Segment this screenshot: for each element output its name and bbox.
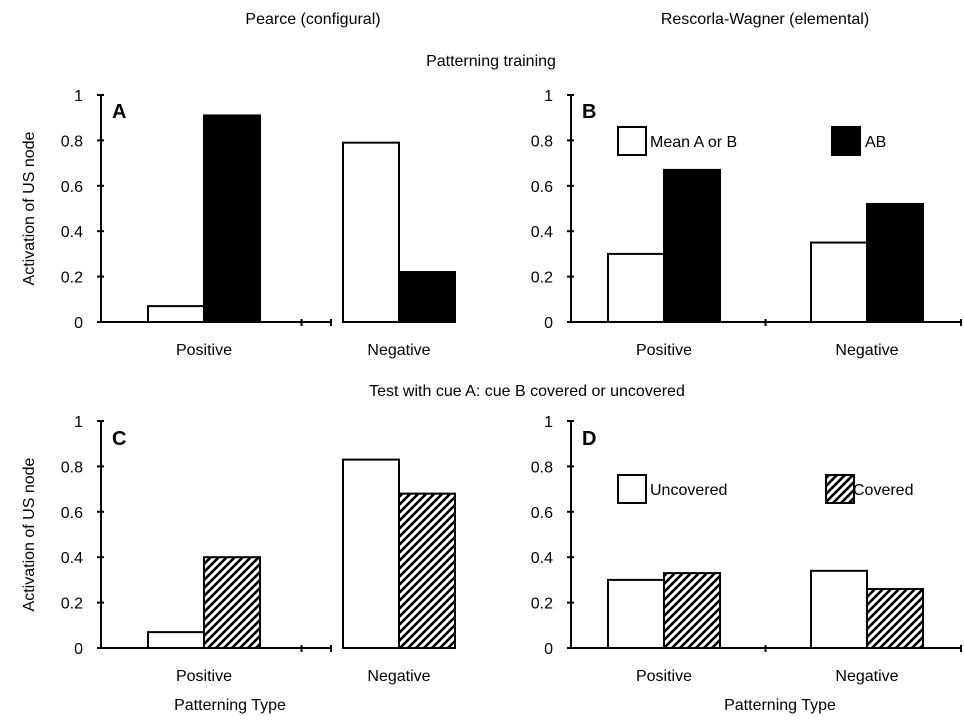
panel-c-chart: 0 0.2 0.4 0.6 0.8 1 C Positive Negative Activatio… [21, 414, 456, 714]
panel-b-chart: 0 0.2 0.4 0.6 0.8 1 B Positive Negative Mean A or… [531, 88, 962, 359]
y-tick-label: 0.6 [531, 505, 553, 522]
legend-swatch [617, 474, 647, 504]
bar-mean-a-or-b-negative [342, 141, 400, 323]
row-title-bottom: Test with cue A: cue B covered or uncove… [369, 383, 685, 400]
panel-label: D [582, 428, 596, 450]
bar-covered-positive [203, 556, 261, 650]
x-category-label: Negative [367, 342, 430, 359]
x-category-label: Positive [636, 342, 692, 359]
y-tick-label: 0.2 [61, 596, 83, 613]
panel-label: B [582, 101, 596, 123]
y-tick-label: 0.8 [61, 133, 83, 150]
panel-label: A [112, 101, 126, 123]
y-tick-label: 0.8 [61, 459, 83, 476]
y-tick-label: 0.4 [61, 224, 83, 241]
y-tick-label: 0.6 [531, 179, 553, 196]
y-tick-label: 1 [74, 88, 83, 105]
x-axis-title: Patterning Type [174, 697, 286, 714]
y-tick-label: 1 [74, 414, 83, 431]
y-tick-label: 0 [74, 641, 83, 658]
bar-ab-negative [398, 271, 456, 323]
y-tick-label: 1 [544, 414, 553, 431]
y-tick-label: 0.4 [531, 550, 553, 567]
panel-d-chart: 0 0.2 0.4 0.6 0.8 1 D Positive Negative Patternin… [531, 414, 962, 714]
bar-uncovered-positive [607, 578, 665, 650]
bar-ab-positive [203, 114, 261, 324]
legend-label: AB [865, 134, 886, 151]
bar-covered-positive [663, 572, 721, 650]
y-tick-label: 0.2 [531, 270, 553, 287]
bar-mean-a-or-b-positive [147, 305, 205, 323]
x-category-label: Negative [835, 668, 898, 685]
y-axis-title: Activation of US node [21, 131, 38, 285]
x-category-label: Positive [176, 342, 232, 359]
legend-label: Uncovered [650, 482, 727, 499]
y-tick-label: 0 [74, 315, 83, 332]
y-tick-label: 0 [544, 315, 553, 332]
y-tick-label: 0.8 [531, 133, 553, 150]
y-tick-label: 0.6 [61, 505, 83, 522]
y-tick-label: 1 [544, 88, 553, 105]
x-category-label: Negative [835, 342, 898, 359]
column-title-left: Pearce (configural) [245, 11, 380, 28]
bar-uncovered-negative [810, 569, 868, 650]
bar-ab-positive [663, 168, 721, 323]
legend-swatch [831, 126, 861, 156]
panel-label: C [112, 428, 126, 450]
legend-swatch [825, 474, 855, 504]
x-category-label: Negative [367, 668, 430, 685]
y-tick-label: 0.4 [531, 224, 553, 241]
x-axis-title: Patterning Type [724, 697, 836, 714]
bar-mean-a-or-b-negative [810, 241, 868, 323]
y-tick-label: 0 [544, 641, 553, 658]
bar-covered-negative [398, 492, 456, 650]
x-category-label: Positive [636, 668, 692, 685]
x-category-label: Positive [176, 668, 232, 685]
row-title-top: Patterning training [426, 53, 556, 70]
y-tick-label: 0.6 [61, 179, 83, 196]
bar-uncovered-negative [342, 458, 400, 649]
bar-mean-a-or-b-positive [607, 252, 665, 323]
panel-a-chart: 0 0.2 0.4 0.6 0.8 1 A Positive Negative Activatio… [21, 88, 456, 359]
bar-ab-negative [866, 202, 924, 324]
legend-swatch [617, 126, 647, 156]
bar-covered-negative [866, 587, 924, 649]
legend-label: Mean A or B [650, 134, 737, 151]
y-tick-label: 0.4 [61, 550, 83, 567]
legend-label: Covered [853, 482, 913, 499]
y-axis-title: Activation of US node [21, 457, 38, 611]
y-tick-label: 0.2 [61, 270, 83, 287]
y-tick-label: 0.8 [531, 459, 553, 476]
column-title-right: Rescorla-Wagner (elemental) [661, 11, 869, 28]
bar-uncovered-positive [147, 631, 205, 649]
y-tick-label: 0.2 [531, 596, 553, 613]
